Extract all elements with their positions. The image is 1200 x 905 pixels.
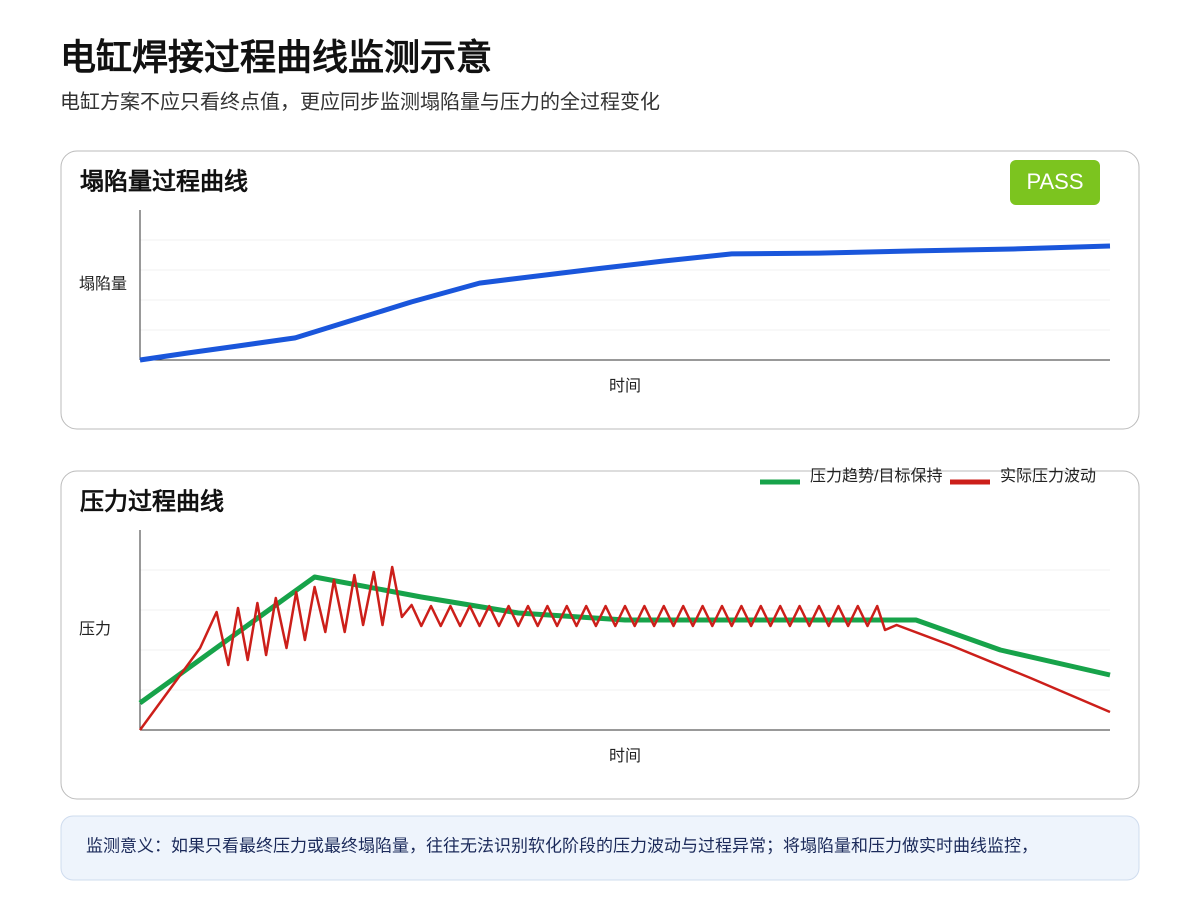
- data-line: [138, 565, 1111, 731]
- data-line: [139, 243, 1111, 363]
- chart-title: 压力过程曲线: [80, 488, 224, 515]
- x-axis-label: 时间: [609, 747, 641, 765]
- chart-title: 塌陷量过程曲线: [80, 167, 248, 195]
- legend-label: 实际压力波动: [1000, 467, 1096, 485]
- page-subtitle: 电缸方案不应只看终点值，更应同步监测塌陷量与压力的全过程变化: [60, 90, 660, 113]
- note-text: 监测意义：如果只看最终压力或最终塌陷量，往往无法识别软化阶段的压力波动与过程异常…: [86, 836, 1038, 855]
- card: [60, 470, 1140, 800]
- y-axis-label: 压力: [79, 620, 111, 638]
- status-badge: [1010, 160, 1100, 205]
- page-title: 电缸焊接过程曲线监测示意: [60, 37, 492, 78]
- legend-label: 压力趋势/目标保持: [810, 467, 942, 485]
- note-box: [60, 815, 1140, 881]
- x-axis-label: 时间: [609, 377, 641, 395]
- status-badge-text: PASS: [1026, 169, 1083, 194]
- y-axis-label: 塌陷量: [79, 275, 127, 293]
